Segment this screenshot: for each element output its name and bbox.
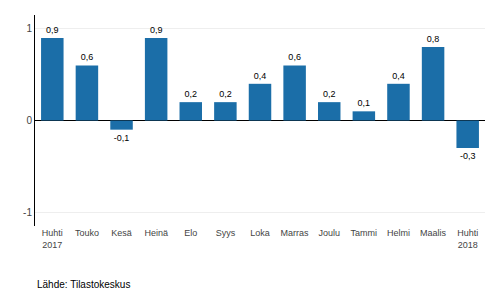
svg-text:1: 1 xyxy=(26,23,32,34)
svg-text:0,2: 0,2 xyxy=(219,89,232,99)
svg-text:0,2: 0,2 xyxy=(185,89,198,99)
svg-text:0,9: 0,9 xyxy=(46,25,59,35)
svg-text:Maalis: Maalis xyxy=(420,228,447,238)
svg-text:-0,1: -0,1 xyxy=(114,133,130,143)
svg-text:0,9: 0,9 xyxy=(150,25,163,35)
svg-text:0,4: 0,4 xyxy=(254,71,267,81)
svg-text:Huhti2018: Huhti2018 xyxy=(457,228,478,250)
svg-text:-0,3: -0,3 xyxy=(460,151,476,161)
svg-text:0,6: 0,6 xyxy=(81,52,94,62)
svg-text:0: 0 xyxy=(26,115,32,126)
svg-text:0,6: 0,6 xyxy=(288,52,301,62)
svg-text:Huhti2017: Huhti2017 xyxy=(42,228,63,250)
svg-text:0,8: 0,8 xyxy=(427,34,440,44)
svg-text:Helmi: Helmi xyxy=(387,228,410,238)
svg-text:0,1: 0,1 xyxy=(358,98,371,108)
svg-text:Tammi: Tammi xyxy=(351,228,378,238)
svg-text:Syys: Syys xyxy=(216,228,236,238)
svg-text:0,2: 0,2 xyxy=(323,89,336,99)
svg-text:Lähde: Tilastokeskus: Lähde: Tilastokeskus xyxy=(37,279,130,290)
svg-text:-1: -1 xyxy=(23,207,32,218)
svg-text:Loka: Loka xyxy=(250,228,270,238)
svg-text:Touko: Touko xyxy=(75,228,99,238)
svg-text:Marras: Marras xyxy=(281,228,310,238)
svg-text:Joulu: Joulu xyxy=(318,228,340,238)
svg-text:Elo: Elo xyxy=(184,228,197,238)
svg-text:Kesä: Kesä xyxy=(111,228,132,238)
svg-text:0,4: 0,4 xyxy=(392,71,405,81)
svg-text:Heinä: Heinä xyxy=(144,228,168,238)
